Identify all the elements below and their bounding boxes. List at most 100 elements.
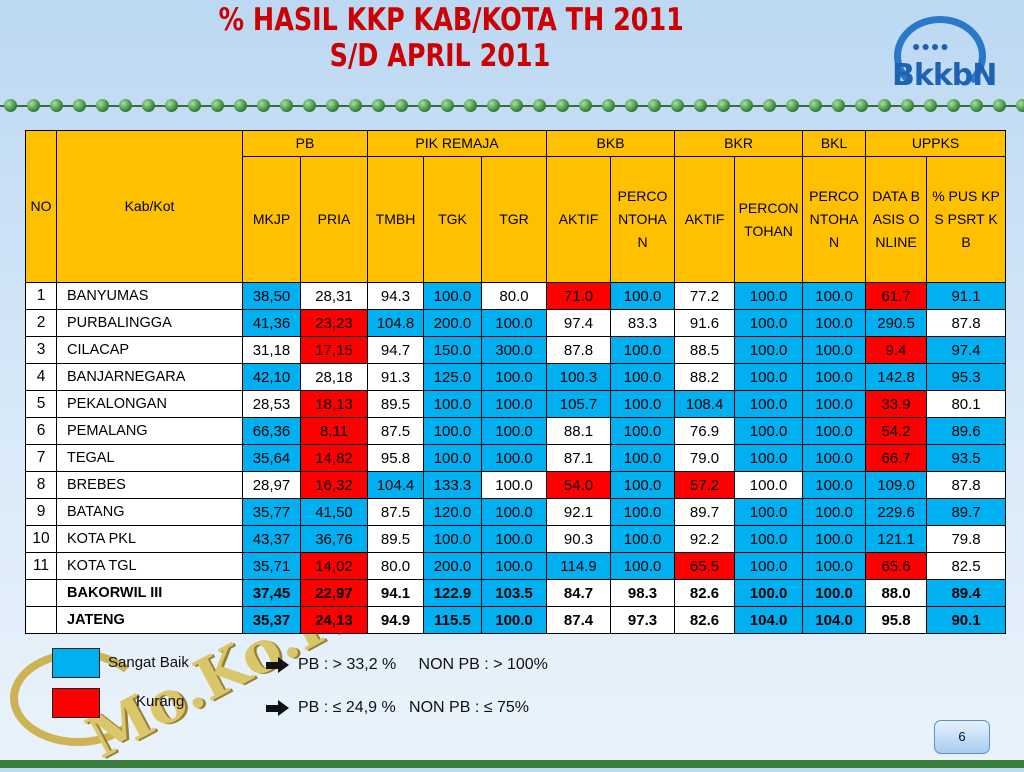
value-cell: 100.0 bbox=[734, 471, 804, 499]
value-cell: 42,10 bbox=[242, 363, 301, 391]
legend-label-good: Sangat Baik bbox=[108, 654, 189, 671]
bead-icon bbox=[280, 99, 293, 112]
bead-icon bbox=[257, 99, 270, 112]
value-cell: 89.7 bbox=[674, 498, 736, 526]
kkp-results-table: NO Kab/Kot PB PIK REMAJA BKB BKR BKL UPP… bbox=[25, 130, 1007, 634]
value-cell: 88.0 bbox=[865, 579, 928, 607]
bead-icon bbox=[901, 99, 914, 112]
row-number: 6 bbox=[25, 417, 57, 445]
value-cell: 28,18 bbox=[300, 363, 368, 391]
table-row: 10 KOTA PKL 43,37 36,76 89.5 100.0 100.0 90.3 10… bbox=[25, 525, 1007, 553]
bead-icon bbox=[27, 99, 40, 112]
bead-icon bbox=[625, 99, 638, 112]
region-name: BAKORWIL III bbox=[56, 579, 243, 607]
value-cell: 94.3 bbox=[367, 282, 424, 310]
value-cell: 36,76 bbox=[300, 525, 368, 553]
table-row: BAKORWIL III 37,45 22,97 94.1 122.9 103.5 84.7… bbox=[25, 579, 1007, 607]
value-cell: 35,64 bbox=[242, 444, 301, 472]
value-cell: 82.6 bbox=[674, 579, 736, 607]
title-line-2: S/D APRIL 2011 bbox=[329, 38, 551, 74]
bead-icon bbox=[786, 99, 799, 112]
bead-icon bbox=[303, 99, 316, 112]
value-cell: 80.0 bbox=[367, 552, 424, 580]
value-cell: 43,37 bbox=[242, 525, 301, 553]
value-cell: 100.0 bbox=[610, 525, 676, 553]
region-name: BREBES bbox=[56, 471, 243, 499]
bead-icon bbox=[349, 99, 362, 112]
bead-icon bbox=[855, 99, 868, 112]
value-cell: 97.3 bbox=[610, 606, 676, 634]
value-cell: 100.0 bbox=[610, 471, 676, 499]
value-cell: 100.0 bbox=[610, 552, 676, 580]
value-cell: 100.0 bbox=[480, 444, 548, 472]
bkkbn-logo: ●●●● BkkbN bbox=[884, 14, 1002, 96]
value-cell: 17,15 bbox=[300, 336, 368, 364]
logo-arc bbox=[894, 16, 986, 96]
value-cell: 100.0 bbox=[802, 390, 867, 418]
slide-title: % HASIL KKP KAB/KOTA TH 2011 S/D APRIL 2… bbox=[218, 2, 684, 74]
header-bkl-percontohan: PERCONTOHAN bbox=[802, 156, 867, 283]
value-cell: 100.0 bbox=[423, 525, 482, 553]
value-cell: 24,13 bbox=[300, 606, 368, 634]
value-cell: 100.0 bbox=[610, 363, 676, 391]
value-cell: 100.0 bbox=[610, 336, 676, 364]
value-cell: 31,18 bbox=[242, 336, 301, 364]
header-tmbh: TMBH bbox=[367, 156, 424, 283]
title-line-1: % HASIL KKP KAB/KOTA TH 2011 bbox=[218, 2, 684, 38]
header-uppks: UPPKS bbox=[865, 130, 1007, 157]
value-cell: 87.4 bbox=[546, 606, 612, 634]
region-name: CILACAP bbox=[56, 336, 243, 364]
legend-swatch-blue bbox=[52, 648, 100, 678]
bead-icon bbox=[763, 99, 776, 112]
value-cell: 104.4 bbox=[367, 471, 424, 499]
value-cell: 100.0 bbox=[423, 390, 482, 418]
region-name: JATENG bbox=[56, 606, 243, 634]
value-cell: 100.0 bbox=[802, 282, 867, 310]
row-number: 8 bbox=[25, 471, 57, 499]
value-cell: 37,45 bbox=[242, 579, 301, 607]
value-cell: 14,02 bbox=[300, 552, 368, 580]
value-cell: 88.1 bbox=[546, 417, 612, 445]
bead-icon bbox=[4, 99, 17, 112]
table-row: 2 PURBALINGGA 41,36 23,23 104.8 200.0 100.0 97.… bbox=[25, 309, 1007, 337]
value-cell: 290.5 bbox=[865, 309, 928, 337]
table-row: 4 BANJARNEGARA 42,10 28,18 91.3 125.0 100.0 100… bbox=[25, 363, 1007, 391]
value-cell: 91.1 bbox=[926, 282, 1007, 310]
value-cell: 100.0 bbox=[734, 498, 804, 526]
value-cell: 100.0 bbox=[802, 471, 867, 499]
value-cell: 100.0 bbox=[802, 525, 867, 553]
bead-divider bbox=[0, 98, 1024, 114]
value-cell: 100.0 bbox=[610, 282, 676, 310]
bead-icon bbox=[50, 99, 63, 112]
region-name: PEKALONGAN bbox=[56, 390, 243, 418]
bead-icon bbox=[993, 99, 1006, 112]
bead-icon bbox=[119, 99, 132, 112]
value-cell: 87.1 bbox=[546, 444, 612, 472]
bead-icon bbox=[142, 99, 155, 112]
value-cell: 100.0 bbox=[802, 417, 867, 445]
value-cell: 100.0 bbox=[802, 552, 867, 580]
value-cell: 83.3 bbox=[610, 309, 676, 337]
value-cell: 9.4 bbox=[865, 336, 928, 364]
value-cell: 93.5 bbox=[926, 444, 1007, 472]
value-cell: 300.0 bbox=[480, 336, 548, 364]
value-cell: 100.0 bbox=[802, 579, 867, 607]
value-cell: 38,50 bbox=[242, 282, 301, 310]
value-cell: 97.4 bbox=[546, 309, 612, 337]
bead-icon bbox=[970, 99, 983, 112]
bead-icon bbox=[740, 99, 753, 112]
region-name: BATANG bbox=[56, 498, 243, 526]
bead-icon bbox=[487, 99, 500, 112]
value-cell: 100.0 bbox=[480, 309, 548, 337]
bead-icon bbox=[73, 99, 86, 112]
value-cell: 80.0 bbox=[480, 282, 548, 310]
header-pus-kps: % PUS KPS PSRT KB bbox=[926, 156, 1007, 283]
bead-icon bbox=[441, 99, 454, 112]
table-row: 1 BANYUMAS 38,50 28,31 94.3 100.0 80.0 71.0 100.… bbox=[25, 282, 1007, 310]
region-name: BANJARNEGARA bbox=[56, 363, 243, 391]
header-bkr: BKR bbox=[674, 130, 804, 157]
value-cell: 100.0 bbox=[734, 282, 804, 310]
bead-icon bbox=[1016, 99, 1024, 112]
header-bkb-aktif: AKTIF bbox=[546, 156, 612, 283]
value-cell: 95.8 bbox=[367, 444, 424, 472]
